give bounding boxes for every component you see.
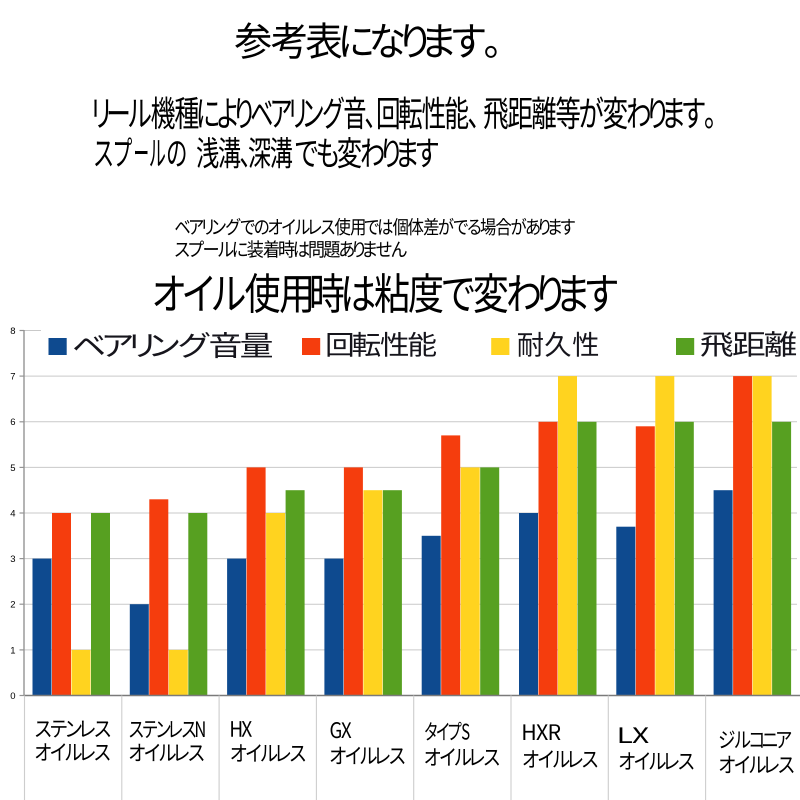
svg-text:6: 6 xyxy=(10,417,15,428)
svg-text:1: 1 xyxy=(10,645,15,656)
svg-text:2: 2 xyxy=(10,600,15,611)
svg-text:4: 4 xyxy=(10,508,15,519)
svg-text:8: 8 xyxy=(10,326,15,337)
svg-text:5: 5 xyxy=(10,463,15,474)
svg-text:3: 3 xyxy=(10,554,15,565)
svg-text:0: 0 xyxy=(10,691,15,702)
svg-text:7: 7 xyxy=(10,372,15,383)
